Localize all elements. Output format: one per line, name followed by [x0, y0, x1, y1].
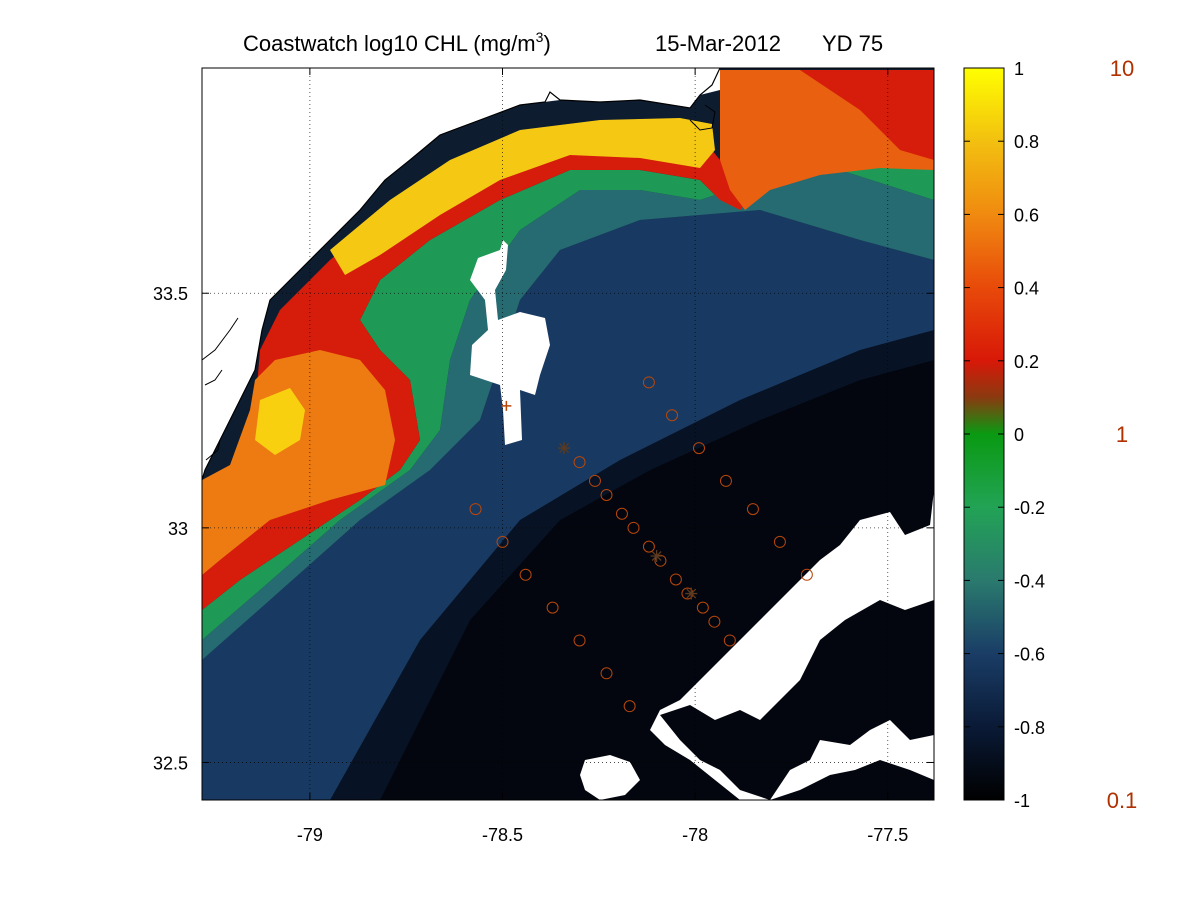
station-circle-marker	[723, 634, 736, 647]
chlorophyll-map	[202, 68, 934, 800]
inner-shelf-green-region	[202, 160, 934, 640]
station-circle-marker	[642, 376, 655, 389]
cloud-mask-south	[580, 755, 640, 800]
colorbar-tick-label: 0.8	[1014, 132, 1039, 152]
station-star-marker	[650, 550, 663, 562]
station-star-glyph	[650, 550, 663, 562]
title-yearday: YD 75	[822, 31, 883, 56]
x-tick-label: -78	[682, 825, 708, 845]
midshelf-teal-region	[202, 170, 934, 660]
station-circle-marker	[800, 568, 813, 581]
station-circle-marker	[642, 540, 655, 553]
station-markers	[469, 376, 813, 713]
title-date: 15-Mar-2012	[655, 31, 781, 56]
coastline	[202, 68, 721, 481]
y-tick-label: 33.5	[153, 284, 188, 304]
y-tick-label: 33	[168, 519, 188, 539]
colorbar-tick-label: -1	[1014, 791, 1030, 811]
station-circle-marker	[623, 700, 636, 713]
colorbar-tick-label: 1	[1014, 59, 1024, 79]
bay-orange-region	[720, 70, 934, 210]
x-tick-label: -79	[297, 825, 323, 845]
station-star-glyph	[685, 587, 698, 600]
colorbar: 1 0.8 0.6 0.4 0.2 0 -0.2 -0.4 -0.6 -0.8 -1 10 1 0.1	[963, 56, 1138, 813]
map-axes: -79 -78.5 -78 -77.5 32.5 33 33.5	[153, 67, 935, 845]
station-circle-marker	[669, 573, 682, 586]
station-circle-marker	[615, 507, 628, 520]
colorbar-tick-label: 0	[1014, 425, 1024, 445]
colorbar-gradient	[963, 67, 1005, 801]
deep-offshore-region	[380, 360, 934, 800]
y-tick-label: 32.5	[153, 753, 188, 773]
colorbar-tick-label: -0.8	[1014, 718, 1045, 738]
cloud-mask-north	[470, 240, 550, 445]
x-tick-label: -77.5	[867, 825, 908, 845]
title-superscript: 3	[536, 29, 544, 45]
colorbar-tick-label: -0.4	[1014, 571, 1045, 591]
plume-yellow-core	[255, 388, 305, 455]
land	[202, 68, 720, 480]
station-circle-marker	[588, 474, 601, 487]
colorbar-tick-label: -0.6	[1014, 645, 1045, 665]
plot-frame	[201, 67, 935, 801]
station-circle-marker	[496, 535, 509, 548]
offshore-dark-region	[330, 330, 934, 800]
station-circle-marker	[519, 568, 532, 581]
station-circle-marker	[719, 474, 732, 487]
station-circle-marker	[696, 601, 709, 614]
chart-title: Coastwatch log10 CHL (mg/m3)	[243, 29, 551, 56]
title-main: Coastwatch log10 CHL (mg/m	[243, 31, 536, 56]
colorbar-concentration-label: 1	[1116, 422, 1128, 447]
station-star-marker	[685, 587, 698, 600]
station-circle-marker	[654, 554, 667, 567]
station-plus-marker	[501, 400, 512, 411]
station-circle-marker	[546, 601, 559, 614]
station-circle-marker	[573, 634, 586, 647]
coastal-yellow-band	[330, 118, 715, 275]
station-circle-marker	[627, 521, 640, 534]
title-close: )	[543, 31, 550, 56]
colorbar-tick-label: 0.2	[1014, 352, 1039, 372]
colorbar-concentration-label: 0.1	[1107, 788, 1138, 813]
x-tick-label: -78.5	[482, 825, 523, 845]
station-circle-marker	[692, 442, 705, 455]
colorbar-tick-label: 0.6	[1014, 205, 1039, 225]
station-circle-marker	[600, 667, 613, 680]
colorbar-concentration-label: 10	[1110, 56, 1134, 81]
plume-orange-region	[202, 350, 395, 575]
colorbar-tick-label: -0.2	[1014, 498, 1045, 518]
station-circle-marker	[600, 489, 613, 501]
coastline-inlet	[202, 104, 716, 461]
station-circle-marker	[773, 535, 786, 548]
station-star-glyph	[558, 442, 571, 455]
station-circle-marker	[469, 503, 482, 516]
station-circle-marker	[573, 456, 586, 469]
station-circle-marker	[666, 409, 679, 422]
midshelf-blue-region	[202, 210, 934, 800]
station-circle-marker	[708, 615, 721, 628]
station-circle-marker	[746, 503, 759, 516]
station-star-marker	[558, 442, 571, 455]
cloud-mask-south-east	[650, 490, 934, 800]
colorbar-tick-label: 0.4	[1014, 279, 1039, 299]
